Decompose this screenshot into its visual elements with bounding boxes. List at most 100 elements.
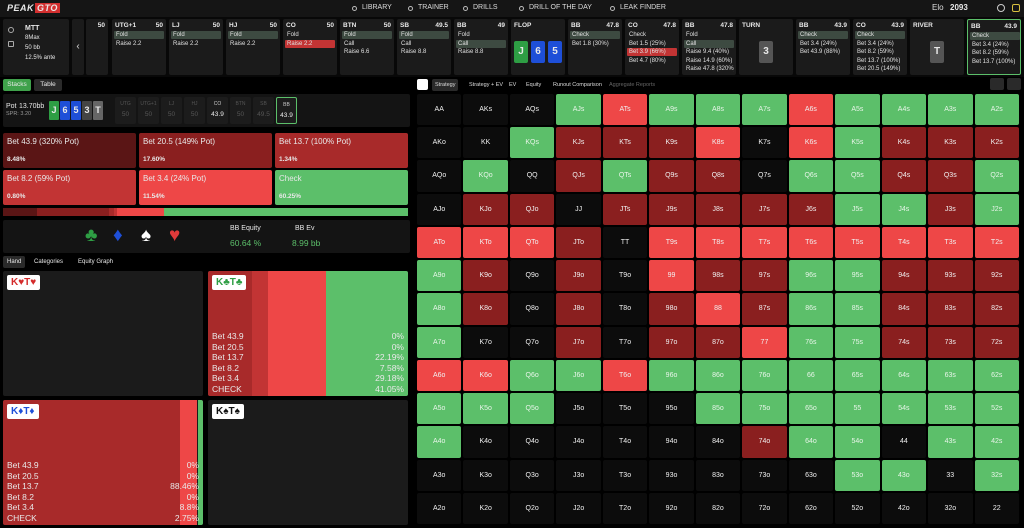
action-option[interactable]: Raise 2.2 — [173, 40, 199, 47]
action-button[interactable]: Bet 8.2 (59% Pot) 0.80% — [3, 170, 136, 205]
action-option[interactable]: Fold — [114, 31, 164, 39]
suit-filter[interactable]: ♣ — [85, 225, 98, 246]
hand-cell[interactable]: ATs — [602, 94, 648, 126]
hand-cell[interactable]: 86o — [695, 359, 741, 392]
action-button[interactable]: Bet 3.4 (24% Pot) 11.54% — [139, 170, 272, 205]
hand-cell[interactable]: K3o — [463, 459, 508, 491]
hand-cell[interactable]: 64o — [788, 426, 834, 458]
hand-cell[interactable]: 72o — [742, 492, 787, 524]
action-option[interactable]: Raise 9.4 (40%) — [686, 49, 730, 56]
hand-cell[interactable]: AJo — [417, 193, 462, 225]
hand-cell[interactable]: K6o — [463, 359, 508, 392]
hand-cell[interactable]: 73s — [928, 326, 973, 358]
hand-cell[interactable]: 62o — [788, 492, 834, 524]
hand-cell[interactable]: Q5s — [835, 160, 880, 192]
action-column[interactable]: BTN 50 Fold Call Raise 6.6 — [340, 19, 394, 75]
hand-cell[interactable]: QJs — [556, 160, 601, 192]
hand-cell[interactable]: A8s — [695, 94, 741, 126]
hand-cell[interactable]: 54s — [881, 393, 927, 425]
hand-cell[interactable]: 94s — [881, 260, 927, 292]
hand-cell[interactable]: 42o — [881, 492, 927, 524]
hand-cell[interactable]: QTo — [509, 226, 555, 259]
suit-filter[interactable]: ♥ — [169, 225, 181, 246]
icon[interactable] — [997, 4, 1005, 12]
hand-cell[interactable]: AKo — [417, 127, 462, 159]
action-column[interactable]: BB 47.8 Check Bet 1.8 (30%) — [568, 19, 622, 75]
hand-cell[interactable]: T5s — [835, 226, 880, 259]
hand-cell[interactable]: 77 — [742, 326, 787, 358]
action-column[interactable]: RIVER T — [910, 19, 964, 75]
hand-cell[interactable]: ATo — [417, 226, 462, 259]
hand-cell[interactable]: 83s — [928, 293, 973, 325]
action-option[interactable]: Check — [855, 31, 905, 39]
hand-cell[interactable]: A6s — [788, 94, 834, 126]
hand-cell[interactable]: K4s — [881, 127, 927, 159]
hand-cell[interactable]: 87o — [695, 326, 741, 358]
hand-cell[interactable]: 76s — [788, 326, 834, 358]
action-option[interactable]: Bet 8.2 (59%) — [972, 50, 1009, 57]
hand-cell[interactable]: 94o — [649, 426, 694, 458]
icon[interactable] — [1012, 4, 1020, 12]
tab[interactable]: Equity Graph — [78, 259, 114, 265]
hand-cell[interactable]: T9o — [602, 260, 648, 292]
hand-cell[interactable]: J3o — [556, 459, 601, 491]
hand-cell[interactable]: Q2s — [974, 160, 1019, 192]
hand-cell[interactable]: T8o — [602, 293, 648, 325]
action-option[interactable]: Fold — [399, 31, 449, 39]
hand-cell[interactable]: T7s — [742, 226, 787, 259]
tab[interactable]: Strategy + EV — [469, 82, 504, 88]
hand-cell[interactable]: K4o — [463, 426, 508, 458]
hand-cell[interactable]: 33 — [928, 459, 973, 491]
hand-cell[interactable]: 87s — [742, 293, 787, 325]
action-option[interactable]: Fold — [287, 32, 299, 38]
hand-cell[interactable]: 83o — [695, 459, 741, 491]
hand-cell[interactable]: 74s — [881, 326, 927, 358]
hand-cell[interactable]: 75s — [835, 326, 880, 358]
hand-cell[interactable]: 82s — [974, 293, 1019, 325]
hand-cell[interactable]: 42s — [974, 426, 1019, 458]
hand-cell[interactable]: 63s — [928, 359, 973, 392]
hand-cell[interactable]: A2s — [974, 94, 1019, 126]
settings-button[interactable] — [1007, 78, 1021, 90]
action-option[interactable]: Check — [798, 31, 848, 39]
hand-cell[interactable]: QJo — [509, 193, 555, 225]
action-option[interactable]: Raise 2.2 — [116, 40, 142, 47]
action-option[interactable]: Bet 3.9 (66%) — [627, 48, 677, 57]
nav-item[interactable]: LIBRARY — [362, 4, 392, 11]
action-option[interactable]: Check — [570, 31, 620, 39]
hand-cell[interactable]: A5o — [417, 393, 462, 425]
hand-cell[interactable]: 99 — [649, 260, 694, 292]
hand-cell[interactable]: JTo — [556, 226, 601, 259]
hand-cell[interactable]: 55 — [835, 393, 880, 425]
hand-cell[interactable]: T4o — [602, 426, 648, 458]
hand-cell[interactable]: Q7s — [742, 160, 787, 192]
action-column[interactable]: BB 47.8 Fold Call Raise 9.4 (40%) Raise 14.9 … — [682, 19, 736, 75]
hand-cell[interactable]: Q9o — [509, 260, 555, 292]
action-column[interactable]: CO 47.8 Check Bet 1.5 (25%) Bet 3.9 (66%) Bet… — [625, 19, 679, 75]
hand-cell[interactable]: K3s — [928, 127, 973, 159]
hand-cell[interactable]: 97s — [742, 260, 787, 292]
nav-item[interactable]: TRAINER — [418, 4, 449, 11]
hand-cell[interactable]: A9s — [649, 94, 694, 126]
action-option[interactable]: Raise 6.6 — [344, 49, 370, 56]
action-option[interactable]: Call — [684, 39, 734, 48]
action-option[interactable]: Bet 13.7 (100%) — [857, 57, 901, 64]
hand-cell[interactable]: A4o — [417, 426, 462, 458]
hand-cell[interactable]: J7s — [742, 193, 787, 225]
tab[interactable]: Aggregate Reports — [609, 82, 656, 88]
hand-cell[interactable]: T6o — [602, 359, 648, 392]
hand-cell[interactable]: T9s — [649, 226, 694, 259]
hand-cell[interactable]: KK — [463, 127, 508, 159]
hand-cell[interactable]: 96o — [649, 359, 694, 392]
hand-cell[interactable]: JJ — [556, 193, 601, 225]
suit-filter[interactable]: ♠ — [141, 225, 152, 246]
hand-cell[interactable]: 82o — [695, 492, 741, 524]
hand-cell[interactable]: K2o — [463, 492, 508, 524]
hand-cell[interactable]: 52o — [835, 492, 880, 524]
hand-cell[interactable]: J9o — [556, 260, 601, 292]
hand-cell[interactable]: QTs — [602, 160, 648, 192]
hand-cell[interactable]: Q8o — [509, 293, 555, 325]
hand-cell[interactable]: Q4s — [881, 160, 927, 192]
action-column[interactable]: UTG+1 50 Fold Raise 2.2 — [112, 19, 166, 75]
action-option[interactable]: Fold — [458, 32, 470, 38]
